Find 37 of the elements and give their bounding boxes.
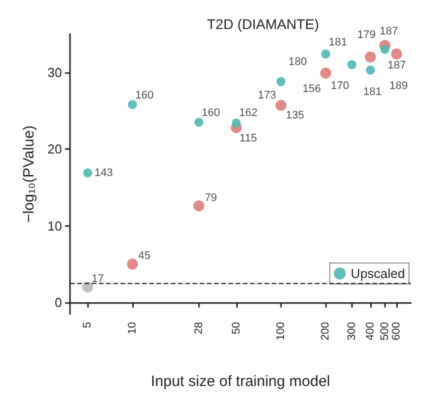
x-tick-label: 400 <box>364 322 376 340</box>
annotation: 17 <box>92 273 104 286</box>
annotation: 79 <box>204 192 217 204</box>
annotation: 115 <box>240 132 258 145</box>
y-tick-label: 20 <box>48 142 62 157</box>
annotation: 187 <box>388 59 406 72</box>
x-tick-label: 5 <box>82 322 94 328</box>
annotation: 180 <box>288 56 307 68</box>
x-tick-label: 300 <box>346 322 358 340</box>
annotation: 135 <box>286 109 304 122</box>
y-tick-label: 10 <box>48 218 62 234</box>
x-tick-label: 200 <box>320 322 332 340</box>
annotation: 160 <box>202 107 220 120</box>
annotation: 156 <box>302 83 321 96</box>
annotation: 45 <box>138 250 151 262</box>
y-axis-title: −log₁₀(PValue) <box>20 125 38 223</box>
annotation: 181 <box>328 36 348 49</box>
annotation: 179 <box>357 29 376 42</box>
chart-title: T2D (DIAMANTE) <box>207 16 319 32</box>
x-tick-label: 100 <box>274 322 287 340</box>
annotation: 181 <box>363 86 382 98</box>
annotation: 187 <box>380 26 398 38</box>
y-tick-label: 0 <box>54 294 62 310</box>
legend-label: Upscaled <box>350 266 406 281</box>
x-tick-label: 500 <box>378 322 391 340</box>
x-tick-label: 50 <box>230 322 242 334</box>
x-tick-label: 10 <box>126 322 138 334</box>
x-axis-title: Input size of training model <box>150 373 330 390</box>
y-tick-label: 30 <box>48 64 62 80</box>
annotation: 189 <box>389 80 408 92</box>
x-tick-label: 28 <box>192 322 205 334</box>
annotation: 170 <box>330 80 350 92</box>
annotation: 160 <box>135 90 154 102</box>
annotation: 143 <box>94 166 113 179</box>
x-tick-label: 600 <box>390 322 403 340</box>
annotation: 162 <box>239 106 258 119</box>
annotation: 173 <box>258 90 276 102</box>
